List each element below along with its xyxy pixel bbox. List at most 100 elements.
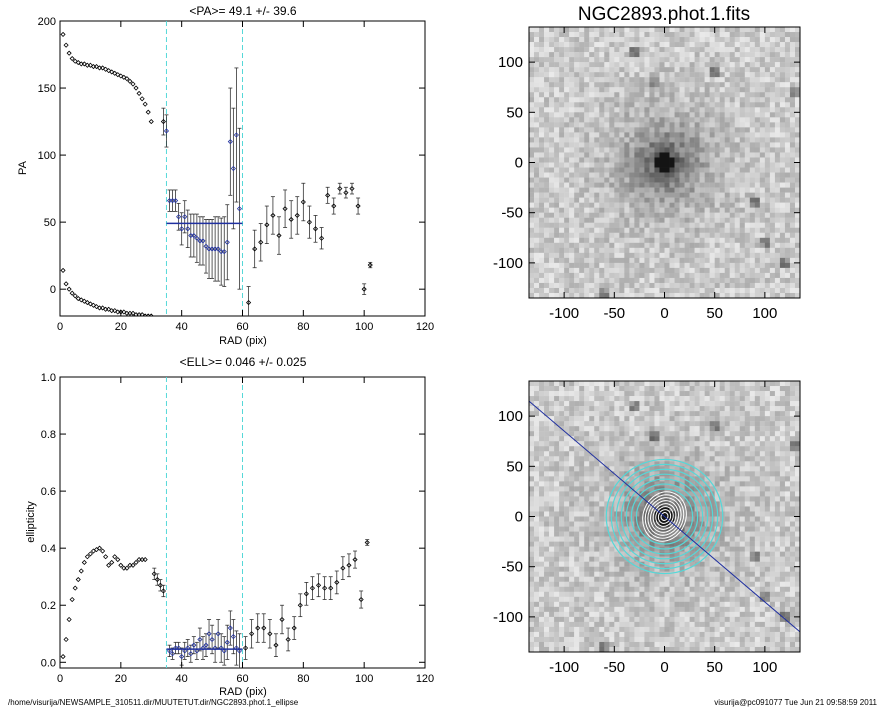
image-pixel: [694, 97, 700, 103]
image-pixel: [669, 42, 675, 48]
image-pixel: [594, 117, 600, 123]
image-pixel: [534, 152, 540, 158]
image-pixel: [679, 127, 685, 133]
image-pixel: [629, 172, 635, 178]
image-pixel: [719, 57, 725, 63]
image-pixel: [774, 32, 781, 38]
image-pixel: [569, 92, 575, 98]
image-pixel: [529, 566, 535, 572]
image-pixel: [569, 87, 575, 93]
image-pixel: [784, 132, 791, 138]
image-pixel: [604, 611, 610, 618]
image-pixel: [639, 147, 645, 153]
image-pixel: [574, 506, 580, 512]
image-pixel: [529, 381, 535, 387]
image-pixel: [624, 147, 630, 153]
image-pixel: [654, 202, 660, 208]
image-pixel: [634, 72, 640, 78]
image-pixel: [724, 137, 730, 143]
image-pixel: [579, 137, 585, 143]
image-pixel: [539, 391, 545, 397]
image-pixel: [539, 147, 545, 153]
image-pixel: [709, 267, 715, 274]
image-pixel: [764, 157, 771, 163]
image-pixel: [574, 596, 580, 603]
image-pixel: [749, 227, 756, 233]
image-pixel: [579, 57, 585, 63]
image-pixel: [584, 67, 590, 73]
image-pixel: [694, 72, 700, 78]
image-pixel: [534, 127, 540, 133]
image-pixel: [724, 197, 730, 203]
image-pixel: [539, 556, 545, 562]
image-pixel: [629, 551, 635, 557]
image-pixel: [644, 586, 650, 592]
image-pixel: [609, 157, 615, 163]
image-pixel: [529, 521, 535, 527]
image-pixel: [619, 631, 625, 638]
image-pixel: [569, 37, 575, 43]
image-pixel: [614, 207, 620, 213]
image-pixel: [569, 207, 575, 213]
image-pixel: [659, 167, 665, 173]
image-pixel: [729, 57, 735, 63]
image-pixel: [734, 72, 740, 78]
image-pixel: [614, 501, 620, 507]
image-pixel: [754, 77, 761, 83]
image-pixel: [649, 411, 655, 417]
image-pixel: [629, 272, 635, 279]
image-pixel: [549, 217, 555, 223]
image-pixel: [659, 57, 665, 63]
image-pixel: [654, 646, 660, 653]
data-point: [112, 70, 118, 76]
image-pixel: [629, 127, 635, 133]
image-pixel: [619, 82, 625, 88]
image-pixel: [549, 541, 555, 547]
image-pixel: [604, 277, 610, 284]
image-pixel: [739, 217, 745, 223]
image-pixel: [719, 212, 725, 218]
image-pixel: [779, 167, 786, 173]
image-pixel: [644, 167, 650, 173]
image-pixel: [649, 646, 655, 653]
image-pixel: [789, 232, 796, 238]
image-pixel: [699, 57, 705, 63]
image-pixel: [649, 52, 655, 58]
image-pixel: [609, 456, 615, 462]
image-pixel: [584, 107, 590, 113]
image-pixel: [689, 112, 695, 118]
image-pixel: [679, 62, 685, 68]
image-pixel: [669, 197, 675, 203]
image-pixel: [554, 636, 560, 643]
image-pixel: [684, 282, 690, 289]
image-pixel: [624, 646, 630, 653]
image-pixel: [699, 287, 705, 294]
image-pixel: [529, 511, 535, 517]
image-pixel: [774, 117, 781, 123]
image-pixel: [639, 67, 645, 73]
image-pixel: [654, 381, 660, 387]
image-pixel: [744, 227, 751, 233]
image-pixel: [674, 157, 680, 163]
image-pixel: [789, 47, 796, 53]
image-pixel: [549, 237, 555, 243]
image-pixel: [744, 292, 751, 299]
image-pixel: [579, 112, 585, 118]
image-pixel: [784, 177, 791, 183]
image-pixel: [529, 217, 535, 223]
image-pixel: [644, 47, 650, 53]
image-pixel: [604, 421, 610, 427]
image-pixel: [589, 177, 595, 183]
image-pixel: [619, 486, 625, 492]
image-pixel: [644, 132, 650, 138]
image-pixel: [779, 147, 786, 153]
image-pixel: [754, 217, 761, 223]
image-pixel: [604, 57, 610, 63]
image-pixel: [604, 501, 610, 507]
image-pixel: [639, 272, 645, 279]
image-pixel: [664, 257, 670, 264]
image-pixel: [764, 32, 771, 38]
image-pixel: [729, 72, 735, 78]
image-pixel: [654, 616, 660, 623]
image-pixel: [539, 611, 545, 618]
